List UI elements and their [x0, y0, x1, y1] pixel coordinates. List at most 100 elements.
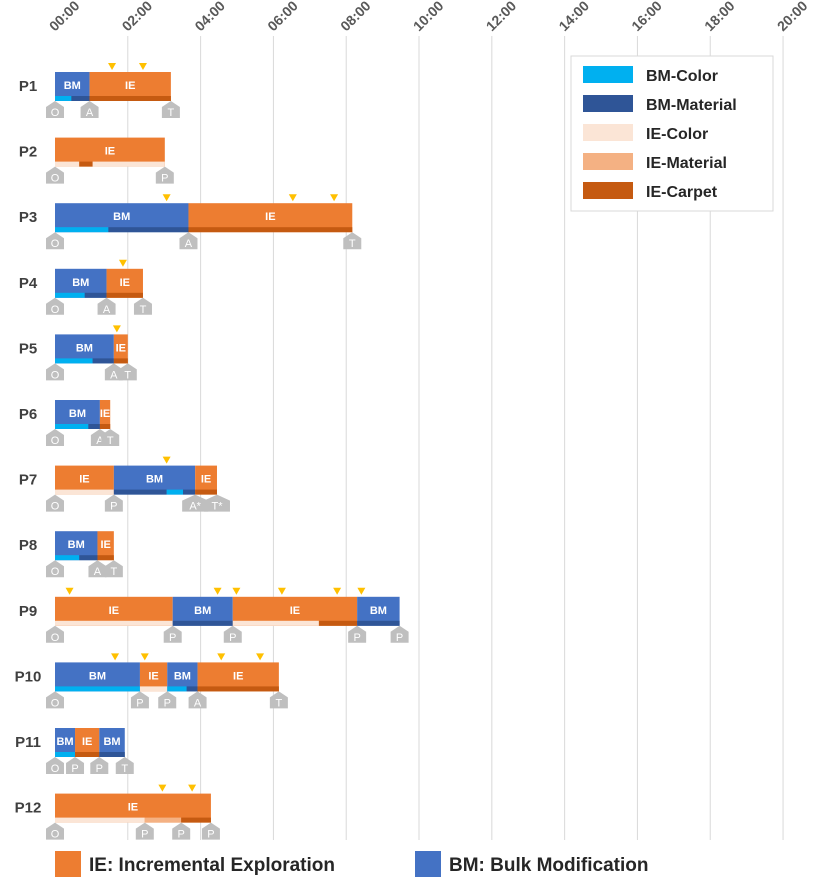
strip-bm-color: [55, 752, 76, 757]
event-marker: [46, 232, 64, 250]
event-triangle: [232, 587, 241, 595]
event-marker: [223, 625, 242, 643]
event-marker-label: P: [353, 632, 360, 644]
event-marker-label: P: [96, 763, 103, 775]
strip-bm-color: [55, 686, 140, 692]
segment-ie: [195, 465, 217, 495]
participant-label: P5: [19, 340, 37, 357]
event-marker: [104, 494, 123, 512]
event-marker: [46, 166, 64, 184]
event-triangle: [217, 653, 226, 661]
strip-ie-color: [55, 817, 145, 823]
event-triangle: [108, 63, 117, 70]
event-marker-label: P: [164, 697, 171, 709]
event-marker-label: P: [110, 501, 117, 513]
event-marker-label: T: [107, 435, 114, 447]
strip-ie-carpet: [79, 161, 93, 167]
event-marker-label: O: [51, 238, 60, 250]
event-triangle: [213, 587, 222, 595]
strip-bm-color: [55, 96, 72, 101]
segment-ie: [113, 334, 128, 364]
strip-bm-color: [55, 424, 89, 429]
strip-ie-carpet: [113, 358, 128, 364]
event-marker: [46, 101, 64, 118]
event-triangle: [158, 784, 167, 792]
participant-row-p1: P1 BM IE O A T: [19, 63, 180, 119]
legend-swatch-bm-color: [583, 66, 633, 83]
participant-label: P6: [19, 406, 37, 423]
strip-bm-material: [84, 292, 107, 298]
event-marker-label: O: [51, 304, 60, 316]
segment-label: BM: [103, 736, 120, 748]
segment-label: IE: [128, 802, 138, 814]
event-marker: [182, 494, 209, 512]
event-marker: [203, 494, 230, 512]
event-triangle: [288, 194, 297, 202]
event-triangle: [357, 587, 366, 595]
strip-bm-material: [183, 489, 196, 495]
strip-bm-material: [108, 227, 189, 233]
event-marker-label: O: [51, 566, 60, 578]
event-marker: [133, 297, 152, 315]
participant-row-p8: P8 BM IE O A T: [19, 531, 123, 578]
segment-label: IE: [116, 342, 126, 354]
mode-legend: IE: Incremental Exploration BM: Bulk Modi…: [55, 851, 648, 877]
event-marker-label: O: [51, 829, 60, 841]
event-triangle: [65, 587, 74, 595]
strip-bm-material: [88, 424, 100, 429]
segment-label: IE: [290, 605, 300, 617]
event-marker: [115, 757, 134, 774]
segment-label: BM: [69, 408, 86, 420]
segment-label: IE: [105, 146, 115, 158]
event-triangle: [162, 456, 171, 464]
event-marker-label: A: [86, 107, 94, 119]
participant-row-p3: P3 BM IE O A T: [19, 194, 362, 250]
strip-bm-color: [166, 489, 184, 495]
event-marker: [97, 297, 116, 315]
event-marker: [201, 822, 220, 840]
segment-label: BM: [370, 605, 387, 617]
event-marker-label: P: [161, 173, 168, 185]
mode-legend-swatch-ie: [55, 851, 81, 877]
event-triangle: [256, 653, 265, 661]
strip-ie-color: [92, 161, 165, 167]
segment-label: IE: [125, 80, 135, 92]
legend-label: BM-Material: [646, 97, 737, 114]
event-marker-label: T: [110, 566, 117, 578]
participant-label: P11: [15, 734, 41, 751]
event-marker: [46, 822, 64, 840]
strip-ie-material: [144, 817, 182, 823]
event-marker: [269, 691, 288, 709]
strip-ie-carpet: [106, 292, 143, 298]
strip-bm-material: [99, 752, 125, 757]
event-marker: [46, 297, 64, 315]
participant-row-p10: P10 BM IE BM IE O P P A T: [15, 653, 288, 709]
event-marker-label: A: [185, 238, 193, 250]
event-marker-label: A: [194, 697, 202, 709]
event-marker: [155, 166, 174, 184]
event-marker-label: O: [51, 369, 60, 381]
event-marker: [188, 691, 207, 709]
strip-bm-material: [79, 555, 98, 561]
strip-bm-material: [186, 686, 198, 692]
strip-ie-color: [139, 686, 168, 692]
event-marker: [46, 757, 64, 774]
event-marker-label: O: [51, 697, 60, 709]
participant-row-p6: P6 BM IE O A T: [19, 400, 120, 447]
segment-label: BM: [68, 539, 85, 551]
event-marker-label: P: [141, 829, 148, 841]
event-marker: [46, 494, 64, 512]
event-triangle: [118, 259, 127, 267]
legend-label: IE-Color: [646, 126, 708, 143]
segment-ie: [97, 531, 114, 561]
participant-label: P9: [19, 603, 37, 620]
event-marker: [163, 625, 182, 643]
event-triangle: [330, 194, 339, 202]
event-marker-label: P: [207, 829, 214, 841]
event-marker-label: T: [349, 238, 356, 250]
strip-bm-material: [113, 489, 167, 495]
participant-row-p2: P2 IE O P: [19, 137, 174, 185]
event-marker-label: T: [140, 304, 147, 316]
strip-bm-material: [172, 620, 233, 626]
